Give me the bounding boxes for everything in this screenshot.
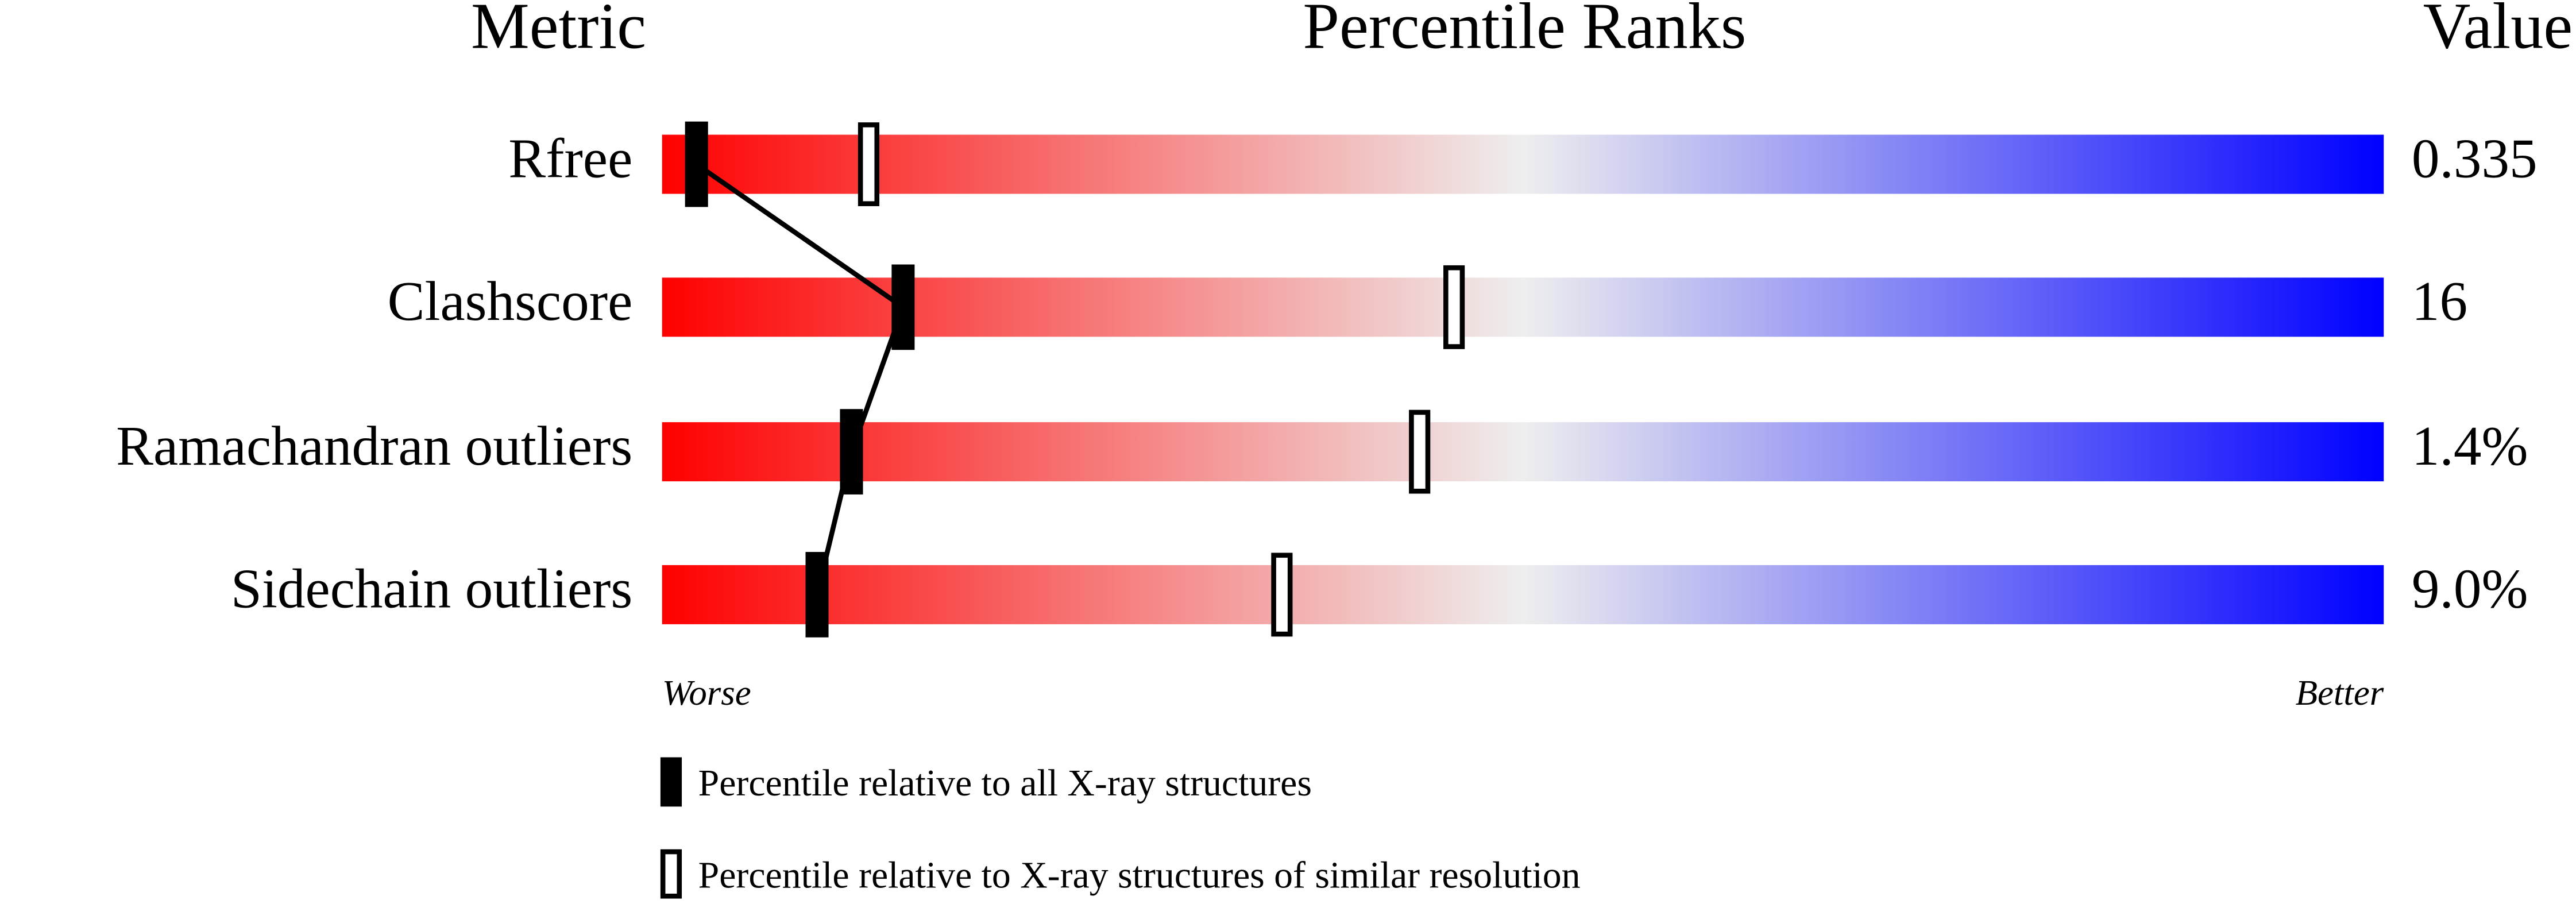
slider-bar [662,277,2384,337]
relative-marker [1443,265,1465,349]
metric-value: 1.4% [2412,415,2528,477]
slider-bar [662,565,2384,624]
legend-swatch [660,757,682,807]
slider-bar [662,422,2384,482]
header-metric: Metric [471,0,646,62]
absolute-marker [891,264,915,350]
metric-label: Clashscore [388,271,633,333]
metric-value: 9.0% [2412,558,2528,620]
axis-better: Better [2296,673,2384,713]
absolute-marker [805,552,829,638]
absolute-marker [840,409,863,495]
axis-worse: Worse [662,673,751,713]
relative-marker [1409,409,1431,494]
header-value: Value [2423,0,2573,62]
relative-marker [858,122,880,206]
relative-marker [1271,553,1293,637]
slider-bar [662,134,2384,194]
metric-label: Sidechain outliers [231,558,632,620]
metric-label: Ramachandran outliers [116,415,632,477]
metric-label: Rfree [508,128,632,190]
absolute-marker [685,121,708,207]
legend-label: Percentile relative to all X-ray structu… [698,762,1312,804]
metric-value: 0.335 [2412,128,2538,190]
percentile-line [695,162,906,596]
legend-swatch [660,849,682,899]
metric-value: 16 [2412,271,2467,333]
header-percentile: Percentile Ranks [1303,0,1746,62]
legend-label: Percentile relative to X-ray structures … [698,854,1581,896]
